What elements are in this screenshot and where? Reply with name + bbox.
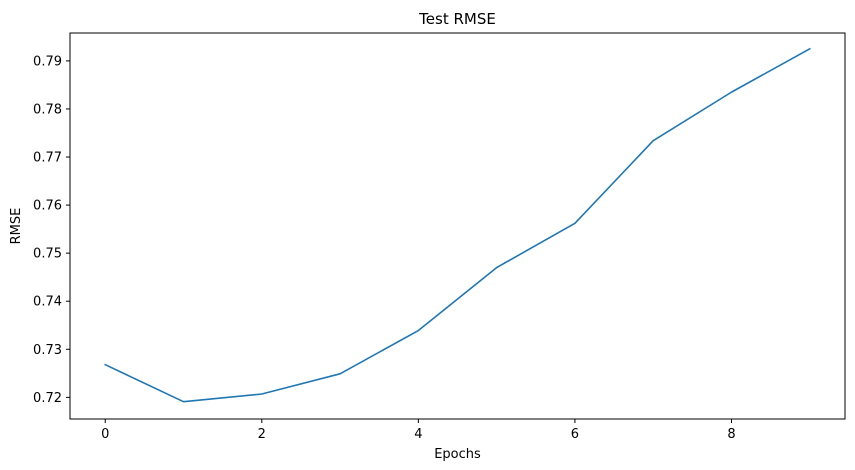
plot-frame bbox=[69, 32, 846, 420]
x-tick-label: 0 bbox=[101, 427, 109, 442]
x-axis-label: Epochs bbox=[434, 447, 481, 462]
y-tick-label: 0.78 bbox=[33, 102, 62, 117]
y-tick-label: 0.73 bbox=[33, 343, 62, 358]
y-axis-label: RMSE bbox=[9, 208, 24, 245]
y-tick-label: 0.72 bbox=[33, 391, 62, 406]
y-tick-label: 0.75 bbox=[33, 247, 62, 262]
x-tick-label: 8 bbox=[727, 427, 735, 442]
chart-title: Test RMSE bbox=[418, 10, 496, 28]
y-tick-label: 0.76 bbox=[33, 199, 62, 214]
y-tick-label: 0.77 bbox=[33, 151, 62, 166]
x-tick-label: 2 bbox=[258, 427, 266, 442]
series-line bbox=[104, 47, 811, 403]
x-tick-label: 4 bbox=[414, 427, 422, 442]
plot-area bbox=[104, 47, 811, 403]
x-axis: 0 2 4 6 8 bbox=[101, 419, 736, 442]
y-axis: 0.72 0.73 0.74 0.75 0.76 0.77 0.78 0.79 bbox=[33, 54, 70, 406]
x-tick-label: 6 bbox=[571, 427, 579, 442]
y-tick-label: 0.79 bbox=[33, 54, 62, 69]
y-tick-label: 0.74 bbox=[33, 295, 62, 310]
